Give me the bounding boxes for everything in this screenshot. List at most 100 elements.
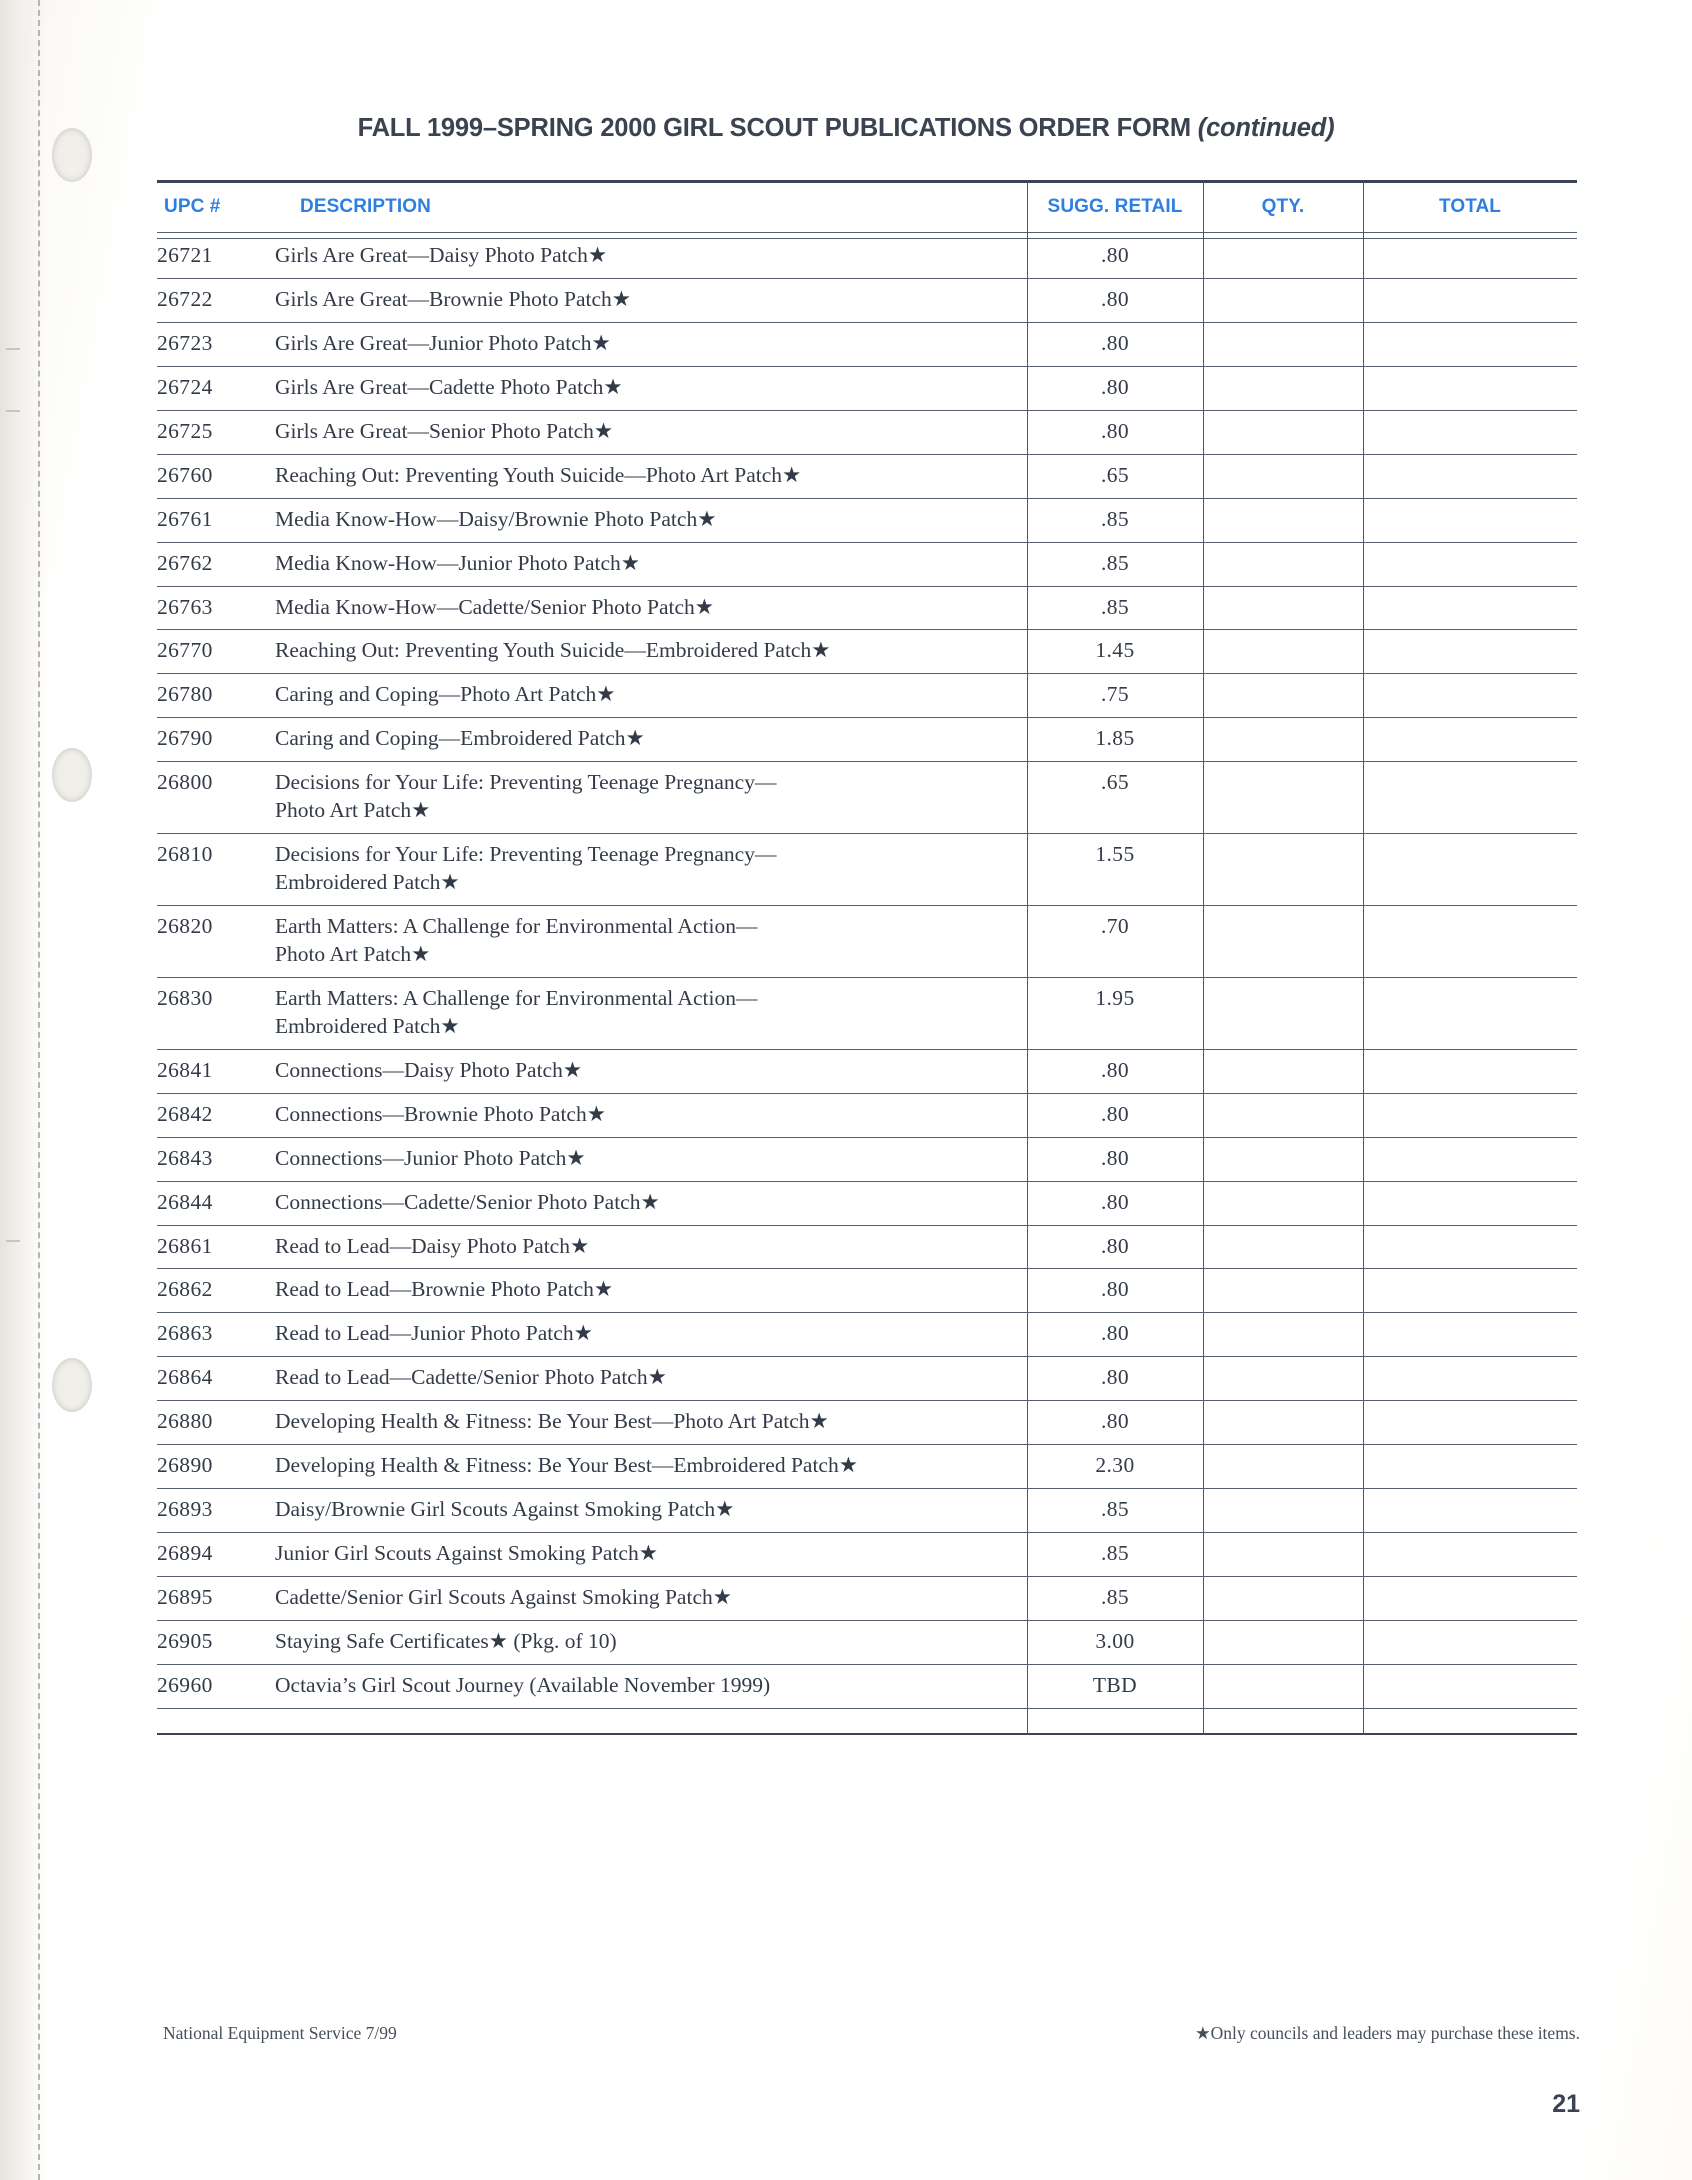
- table-header-rule-upper: [157, 232, 1577, 233]
- cell-sugg-retail: .80: [1100, 1277, 1130, 1302]
- table-row: 26861 Read to Lead—Daisy Photo Patch★ .80: [157, 1225, 1577, 1269]
- column-divider-price: [1027, 181, 1028, 1735]
- table-row: 26862 Read to Lead—Brownie Photo Patch★ .8…: [157, 1269, 1577, 1313]
- cell-total-entry[interactable]: [1363, 1664, 1577, 1708]
- table-row: 26960 Octavia’s Girl Scout Journey (Avail…: [157, 1664, 1577, 1709]
- cell-qty-entry[interactable]: [1203, 834, 1363, 906]
- cell-qty-entry[interactable]: [1203, 454, 1363, 498]
- cell-qty-entry[interactable]: [1203, 1269, 1363, 1313]
- description-line-1: Media Know-How—Cadette/Senior Photo Patc…: [275, 594, 715, 619]
- cell-total-entry[interactable]: [1363, 454, 1577, 498]
- cell-total-entry[interactable]: [1363, 1620, 1577, 1664]
- cell-total-entry[interactable]: [1363, 1577, 1577, 1621]
- cell-description: Developing Health & Fitness: Be Your Bes…: [275, 1401, 1027, 1445]
- cell-qty-entry[interactable]: [1203, 235, 1363, 278]
- cell-qty-entry[interactable]: [1203, 1533, 1363, 1577]
- table-header-row: UPC # DESCRIPTION SUGG. RETAIL QTY. TOTA…: [157, 181, 1577, 235]
- cell-qty-entry[interactable]: [1203, 1049, 1363, 1093]
- column-header-qty: QTY.: [1261, 196, 1305, 217]
- cell-total-entry[interactable]: [1363, 542, 1577, 586]
- cell-description: Connections—Junior Photo Patch★: [275, 1137, 1027, 1181]
- cell-qty-entry[interactable]: [1203, 1357, 1363, 1401]
- cell-total-entry[interactable]: [1363, 322, 1577, 366]
- cell-qty-entry[interactable]: [1203, 366, 1363, 410]
- description-line-2: Embroidered Patch★: [275, 1013, 460, 1038]
- cell-qty-entry[interactable]: [1203, 906, 1363, 978]
- cell-total-entry[interactable]: [1363, 718, 1577, 762]
- cell-qty-entry[interactable]: [1203, 674, 1363, 718]
- cell-total-entry[interactable]: [1363, 410, 1577, 454]
- edge-tick-mark: [6, 348, 20, 350]
- cell-qty-entry[interactable]: [1203, 278, 1363, 322]
- table-row: 26722 Girls Are Great—Brownie Photo Patch…: [157, 278, 1577, 323]
- cell-qty-entry[interactable]: [1203, 1577, 1363, 1621]
- cell-qty-entry[interactable]: [1203, 630, 1363, 674]
- cell-total-entry[interactable]: [1363, 235, 1577, 278]
- cell-description: Girls Are Great—Cadette Photo Patch★: [275, 366, 1027, 410]
- cell-total-entry[interactable]: [1363, 762, 1577, 834]
- cell-qty-entry[interactable]: [1203, 1225, 1363, 1269]
- cell-qty-entry[interactable]: [1203, 586, 1363, 630]
- cell-qty-entry[interactable]: [1203, 542, 1363, 586]
- cell-upc: 26842: [157, 1101, 213, 1126]
- cell-qty-entry[interactable]: [1203, 1313, 1363, 1357]
- cell-qty-entry[interactable]: [1203, 1445, 1363, 1489]
- description-line-1: Caring and Coping—Embroidered Patch★: [275, 726, 645, 751]
- cell-total-entry[interactable]: [1363, 1269, 1577, 1313]
- cell-qty-entry[interactable]: [1203, 1620, 1363, 1664]
- cell-qty-entry[interactable]: [1203, 322, 1363, 366]
- cell-total-entry[interactable]: [1363, 278, 1577, 322]
- cell-total-entry[interactable]: [1363, 498, 1577, 542]
- cell-total-entry[interactable]: [1363, 630, 1577, 674]
- cell-total-entry[interactable]: [1363, 1093, 1577, 1137]
- cell-total-entry[interactable]: [1363, 366, 1577, 410]
- cell-qty-entry[interactable]: [1203, 762, 1363, 834]
- cell-qty-entry[interactable]: [1203, 977, 1363, 1049]
- cell-total-entry[interactable]: [1363, 977, 1577, 1049]
- cell-total-entry[interactable]: [1363, 1401, 1577, 1445]
- cell-description: Earth Matters: A Challenge for Environme…: [275, 977, 1027, 1049]
- cell-sugg-retail: .80: [1100, 243, 1130, 267]
- cell-total-entry[interactable]: [1363, 1357, 1577, 1401]
- cell-sugg-retail: 1.55: [1095, 842, 1135, 867]
- cell-sugg-retail: .80: [1100, 330, 1130, 355]
- table-row: 26863 Read to Lead—Junior Photo Patch★ .80: [157, 1313, 1577, 1357]
- cell-sugg-retail: .85: [1100, 1541, 1130, 1566]
- cell-qty-entry[interactable]: [1203, 1489, 1363, 1533]
- cell-total-entry[interactable]: [1363, 1049, 1577, 1093]
- cell-total-entry[interactable]: [1363, 1445, 1577, 1489]
- description-line-1: Girls Are Great—Daisy Photo Patch★: [275, 243, 608, 267]
- footer-note: ★Only councils and leaders may purchase …: [1194, 2023, 1580, 2043]
- cell-upc: 26844: [157, 1189, 213, 1214]
- cell-total-entry[interactable]: [1363, 906, 1577, 978]
- cell-total-entry[interactable]: [1363, 1313, 1577, 1357]
- cell-total-entry[interactable]: [1363, 1137, 1577, 1181]
- cell-qty-entry[interactable]: [1203, 498, 1363, 542]
- cell-qty-entry[interactable]: [1203, 1137, 1363, 1181]
- cell-total-entry[interactable]: [1363, 834, 1577, 906]
- description-line-1: Daisy/Brownie Girl Scouts Against Smokin…: [275, 1497, 735, 1522]
- cell-total-entry[interactable]: [1363, 1533, 1577, 1577]
- cell-sugg-retail: TBD: [1092, 1672, 1138, 1697]
- description-line-2: Embroidered Patch★: [275, 870, 460, 895]
- cell-upc: 26762: [157, 550, 213, 575]
- description-line-1: Girls Are Great—Cadette Photo Patch★: [275, 374, 623, 399]
- cell-total-entry[interactable]: [1363, 1225, 1577, 1269]
- cell-total-entry[interactable]: [1363, 1489, 1577, 1533]
- cell-qty-entry[interactable]: [1203, 1181, 1363, 1225]
- cell-sugg-retail: .80: [1100, 1365, 1130, 1390]
- cell-sugg-retail: .85: [1100, 1497, 1130, 1522]
- cell-qty-entry[interactable]: [1203, 1664, 1363, 1708]
- cell-total-entry[interactable]: [1363, 586, 1577, 630]
- cell-total-entry[interactable]: [1363, 1181, 1577, 1225]
- cell-description: Caring and Coping—Photo Art Patch★: [275, 674, 1027, 718]
- description-line-1: Connections—Junior Photo Patch★: [275, 1145, 586, 1170]
- cell-qty-entry[interactable]: [1203, 718, 1363, 762]
- cell-qty-entry[interactable]: [1203, 1093, 1363, 1137]
- description-line-1: Reaching Out: Preventing Youth Suicide—P…: [275, 462, 802, 487]
- cell-total-entry[interactable]: [1363, 674, 1577, 718]
- cell-qty-entry[interactable]: [1203, 1401, 1363, 1445]
- cell-qty-entry[interactable]: [1203, 410, 1363, 454]
- cell-upc: 26770: [157, 638, 213, 663]
- cell-sugg-retail: .85: [1100, 594, 1130, 619]
